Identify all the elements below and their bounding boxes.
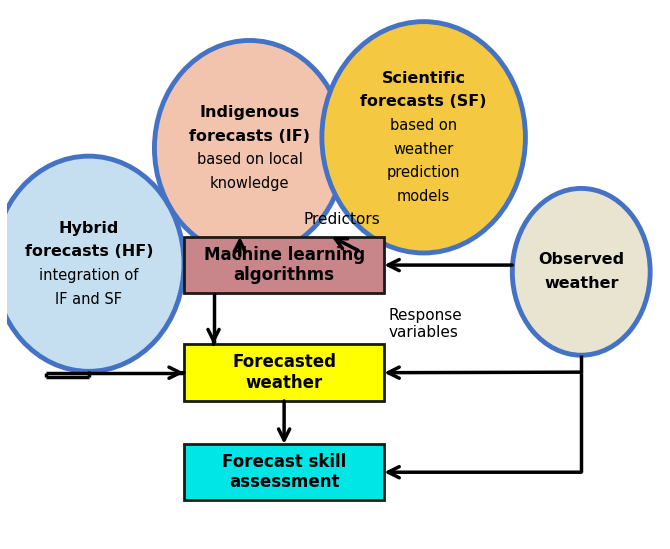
Text: Forecasted: Forecasted — [232, 354, 336, 372]
Ellipse shape — [513, 188, 650, 355]
Text: Hybrid: Hybrid — [58, 221, 119, 236]
Text: Observed: Observed — [538, 253, 624, 267]
Text: forecasts (IF): forecasts (IF) — [189, 128, 310, 144]
Text: forecasts (SF): forecasts (SF) — [360, 94, 487, 109]
Bar — [184, 237, 384, 293]
Text: based on local: based on local — [197, 153, 303, 167]
Text: assessment: assessment — [229, 473, 340, 491]
Text: algorithms: algorithms — [234, 266, 334, 284]
Text: Scientific: Scientific — [382, 71, 466, 86]
Bar — [184, 344, 384, 401]
Text: based on: based on — [390, 118, 457, 133]
Text: IF and SF: IF and SF — [55, 292, 122, 307]
Text: weather: weather — [544, 276, 618, 291]
Bar — [184, 444, 384, 501]
Ellipse shape — [154, 41, 345, 256]
Text: knowledge: knowledge — [210, 176, 289, 191]
Text: forecasts (HF): forecasts (HF) — [25, 244, 153, 260]
Text: weather: weather — [245, 374, 323, 392]
Text: integration of: integration of — [39, 268, 139, 283]
Text: models: models — [397, 189, 450, 204]
Ellipse shape — [322, 21, 525, 253]
Text: Indigenous: Indigenous — [200, 105, 299, 120]
Text: weather: weather — [393, 142, 454, 156]
Text: Forecast skill: Forecast skill — [222, 453, 346, 471]
Text: Machine learning: Machine learning — [204, 246, 364, 264]
Text: Predictors: Predictors — [304, 212, 381, 227]
Text: Response
variables: Response variables — [389, 308, 462, 340]
Text: prediction: prediction — [387, 165, 460, 180]
Ellipse shape — [0, 156, 184, 371]
